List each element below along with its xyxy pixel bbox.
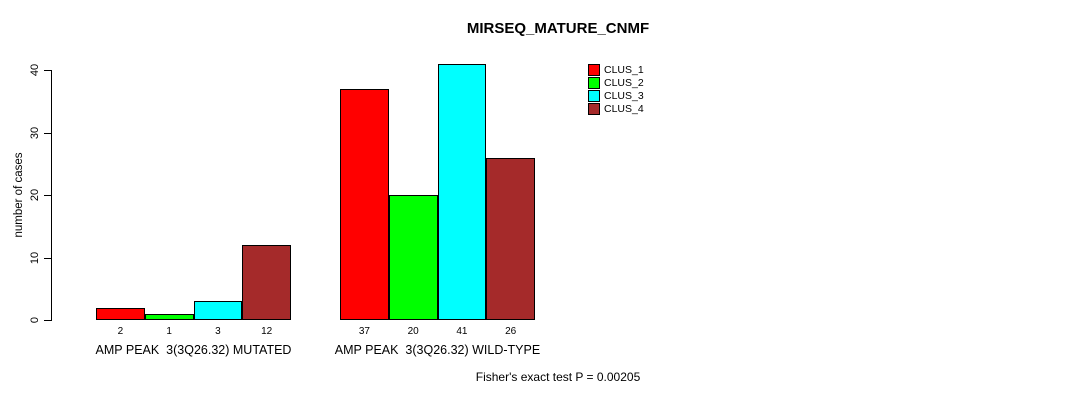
bar-value-label: 41 (456, 326, 468, 337)
legend-swatch-icon (588, 89, 600, 102)
bar-clus_3-group2 (437, 63, 487, 320)
bar-clus_2-group1 (144, 313, 194, 320)
y-axis-label: number of cases (13, 152, 25, 238)
y-tick-40 (44, 70, 52, 71)
y-tick-20 (44, 195, 52, 196)
bar-value-label: 20 (407, 326, 419, 337)
legend-swatch-icon (588, 63, 600, 76)
y-tick-label-10: 10 (29, 251, 41, 264)
group-label-2: AMP PEAK 3(3Q26.32) WILD-TYPE (334, 343, 541, 357)
chart-title: MIRSEQ_MATURE_CNMF (466, 20, 650, 37)
bar-value-label: 26 (505, 326, 517, 337)
y-tick-0 (44, 320, 52, 321)
legend-label: CLUS_4 (604, 102, 644, 115)
fisher-test-annotation: Fisher's exact test P = 0.00205 (475, 370, 641, 384)
legend-label: CLUS_2 (604, 76, 644, 89)
bar-clus_1-group1 (96, 307, 145, 320)
legend-swatch-icon (588, 76, 600, 89)
bar-clus_4-group2 (486, 157, 535, 320)
legend-item-clus_2: CLUS_2 (588, 76, 644, 89)
y-tick-label-40: 40 (29, 63, 41, 77)
y-tick-label-20: 20 (29, 188, 41, 202)
bar-value-label: 1 (166, 326, 172, 337)
legend-item-clus_4: CLUS_4 (588, 102, 644, 115)
legend-label: CLUS_3 (604, 89, 644, 102)
bar-clus_4-group1 (242, 245, 291, 320)
group-label-1: AMP PEAK 3(3Q26.32) MUTATED (95, 343, 292, 357)
bar-value-label: 37 (358, 326, 370, 337)
legend-item-clus_1: CLUS_1 (588, 63, 644, 76)
bar-clus_3-group1 (193, 301, 243, 320)
bar-value-label: 3 (215, 326, 221, 337)
y-tick-30 (44, 132, 52, 134)
y-tick-10 (44, 257, 52, 259)
legend-label: CLUS_1 (604, 63, 644, 76)
legend-item-clus_3: CLUS_3 (588, 89, 644, 102)
bar-clus_1-group2 (340, 88, 389, 320)
legend-swatch-icon (588, 102, 600, 115)
y-tick-label-0: 0 (29, 316, 41, 324)
bar-clus_2-group2 (388, 195, 438, 320)
y-tick-label-30: 30 (29, 126, 41, 139)
bar-value-label: 2 (117, 326, 124, 337)
legend: CLUS_1 CLUS_2 CLUS_3 CLUS_4 (588, 63, 644, 115)
bar-value-label: 12 (261, 326, 273, 337)
